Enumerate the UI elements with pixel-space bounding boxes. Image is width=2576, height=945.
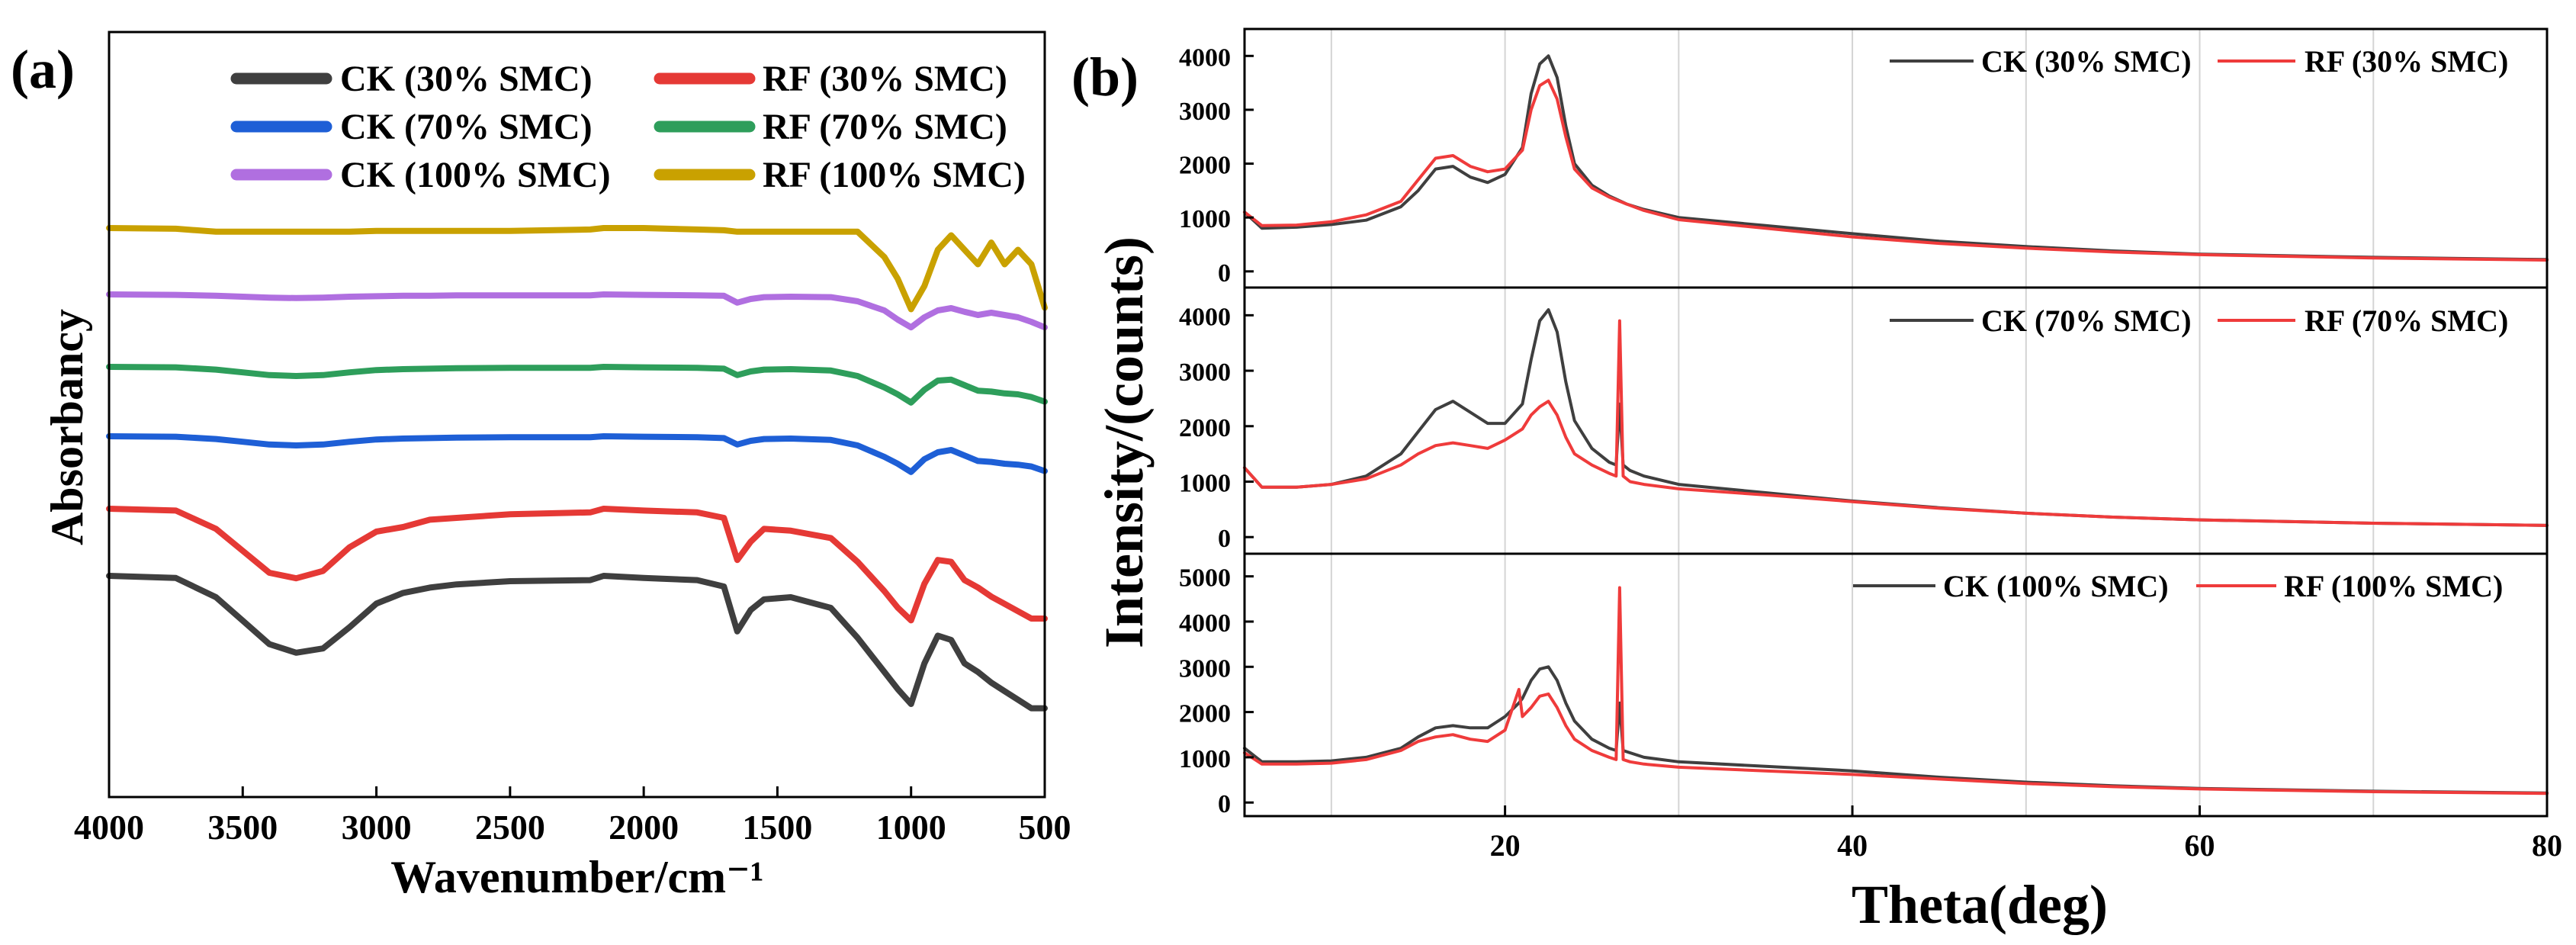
legend-label: CK (70% SMC)	[1981, 304, 2192, 338]
series-line-rf-30-smc	[106, 506, 1048, 624]
panel-a-frame	[108, 31, 1046, 799]
x-tick-label: 2000	[609, 808, 679, 847]
legend-label: CK (70% SMC)	[340, 107, 593, 147]
legend-label: CK (30% SMC)	[1981, 44, 2192, 79]
y-tick-label: 3000	[1179, 654, 1231, 683]
panel-a-label: (a)	[11, 39, 75, 100]
panel-a-ylabel: Absorbancy	[42, 309, 92, 545]
series-line-rf-30-smc	[1243, 79, 2549, 262]
legend-label: RF (30% SMC)	[763, 59, 1007, 99]
panel-a: (a) Absorbancy 4000 3500 3000 2500 2000 1500 1…	[11, 31, 1071, 902]
legend-item-rf-30: RF (30% SMC)	[654, 59, 1007, 99]
legend-label: RF (100% SMC)	[763, 155, 1026, 195]
legend-label: RF (100% SMC)	[2284, 569, 2503, 603]
panel-b-label: (b)	[1071, 47, 1139, 108]
panel-b-ylabel: Intensity/(counts)	[1094, 236, 1155, 648]
legend-item-ck-30: CK (30% SMC)	[230, 59, 593, 99]
subplot-1: 0 1000 2000 3000 4000	[1179, 27, 2549, 289]
y-tick-label: 0	[1218, 790, 1231, 818]
y-tick-label: 0	[1218, 525, 1231, 553]
x-tick-label: 80	[2532, 828, 2562, 863]
y-tick-label: 1000	[1179, 469, 1231, 497]
series-line-rf-70-smc	[106, 364, 1048, 406]
series-line-ck-30-smc	[1243, 54, 2549, 262]
panel-a-legend: CK (30% SMC) RF (30% SMC) CK (70% SMC) R…	[230, 59, 1026, 195]
x-tick-label: 60	[2185, 828, 2215, 863]
x-tick-label: 500	[1019, 808, 1071, 847]
y-tick-label: 3000	[1179, 358, 1231, 387]
legend-item-rf-100: RF (100% SMC)	[654, 155, 1026, 195]
y-tick-label: 3000	[1179, 98, 1231, 126]
legend-label: CK (100% SMC)	[1943, 569, 2169, 603]
legend-label: CK (30% SMC)	[340, 59, 593, 99]
y-tick-label: 5000	[1179, 564, 1231, 593]
subplot-frame	[1243, 552, 2549, 818]
x-tick-label: 3000	[342, 808, 412, 847]
x-tick-label: 40	[1837, 828, 1868, 863]
series-line-ck-70-smc	[106, 433, 1048, 475]
legend-label: RF (70% SMC)	[763, 107, 1007, 147]
legend-label: CK (100% SMC)	[340, 155, 611, 195]
legend-item-rf-70: RF (70% SMC)	[654, 107, 1007, 147]
panel-b: (b) Intensity/(counts) 01000200030004000…	[1071, 27, 2562, 935]
y-tick-label: 2000	[1179, 700, 1231, 728]
subplot-3: 0 1000 2000 3000 4000 5000	[1179, 552, 2549, 818]
y-tick-label: 4000	[1179, 303, 1231, 331]
y-tick-label: 1000	[1179, 745, 1231, 773]
legend-label: RF (30% SMC)	[2305, 44, 2508, 79]
panel-b-legend-middle: CK (70% SMC) RF (70% SMC)	[1890, 304, 2508, 338]
legend-item-ck-70: CK (70% SMC)	[230, 107, 593, 147]
panel-b-legend-top: CK (30% SMC) RF (30% SMC)	[1890, 44, 2508, 79]
y-tick-label: 1000	[1179, 205, 1231, 233]
y-tick-label: 2000	[1179, 414, 1231, 442]
x-tick-label: 2500	[475, 808, 545, 847]
y-tick-label: 2000	[1179, 152, 1231, 180]
panel-b-legend-bottom: CK (100% SMC) RF (100% SMC)	[1853, 569, 2503, 603]
series-line-rf-100-smc	[1243, 586, 2549, 796]
panel-a-x-ticks: 4000 3500 3000 2500 2000 1500 1000 500	[74, 786, 1071, 847]
x-tick-label: 20	[1490, 828, 1521, 863]
subplot-2: 0 1000 2000 3000 4000	[1179, 286, 2549, 555]
x-tick-label: 1500	[742, 808, 812, 847]
x-tick-label: 3500	[207, 808, 278, 847]
series-line-ck-100-smc	[106, 291, 1048, 331]
y-tick-label: 0	[1218, 259, 1231, 288]
x-tick-label: 4000	[74, 808, 144, 847]
panel-b-subplots: 0 1000 2000 3000 4000 0 1000 2000 3000 4000 0 1000 2…	[1179, 27, 2549, 818]
panel-b-x-ticks: 20 40 60 80	[1490, 805, 2562, 863]
series-line-rf-100-smc	[106, 225, 1048, 313]
x-tick-label: 1000	[876, 808, 946, 847]
panel-b-xlabel: Theta(deg)	[1852, 874, 2108, 935]
legend-item-ck-100: CK (100% SMC)	[230, 155, 611, 195]
y-tick-label: 4000	[1179, 609, 1231, 638]
legend-label: RF (70% SMC)	[2305, 304, 2508, 338]
panel-a-xlabel: Wavenumber/cm⁻¹	[390, 852, 764, 902]
series-line-ck-70-smc	[1243, 308, 2549, 527]
series-line-ck-100-smc	[1243, 665, 2549, 795]
panel-a-series	[106, 225, 1048, 712]
y-tick-label: 4000	[1179, 43, 1231, 72]
series-line-ck-30-smc	[106, 573, 1048, 712]
series-line-rf-70-smc	[1243, 319, 2549, 527]
